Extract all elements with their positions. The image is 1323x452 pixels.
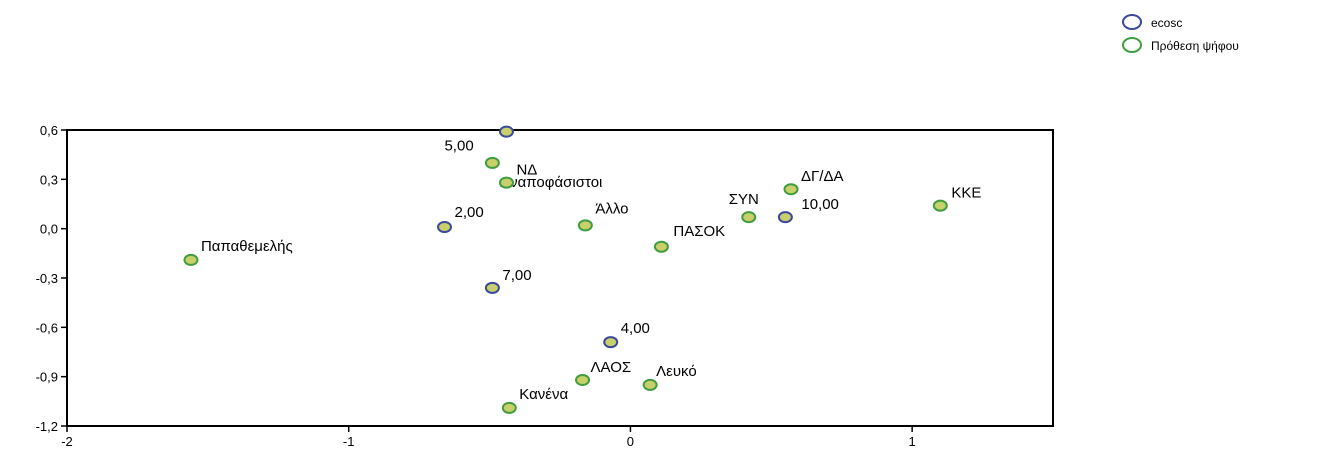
ecosc-point <box>436 221 452 234</box>
axes: 0,6 0,3 0,0 -0,3 -0,6 -0,9 -1,2-2 -1 0 1 <box>36 123 916 449</box>
point-label: ΠΑΣΟΚ <box>673 223 725 240</box>
point-label: 10,00 <box>801 196 839 213</box>
legend-label-vote-intention: Πρόθεση ψήφου <box>1151 39 1239 53</box>
legend-marker-ecosc <box>1122 14 1142 30</box>
point-label: 2,00 <box>454 204 483 221</box>
vote-point <box>501 401 517 414</box>
point-label: 4,00 <box>621 320 650 337</box>
point-label: Κανένα <box>519 386 568 403</box>
legend: ecosc Πρόθεση ψήφου <box>1122 14 1239 53</box>
point-label: ΣΥΝ <box>729 191 759 208</box>
point-label: ΚΚΕ <box>951 185 981 202</box>
vote-point <box>183 253 199 266</box>
vote-point <box>932 199 948 212</box>
point-label: ΔΓ/ΔΑ <box>801 168 843 185</box>
point-label: ΝΔ <box>516 162 537 179</box>
vote-point <box>741 211 757 224</box>
vote-point <box>498 176 514 189</box>
point-label: Λευκό <box>656 363 697 380</box>
ecosc-point <box>777 211 793 224</box>
x-tick-label: 1 <box>909 434 916 449</box>
x-tick-label: -2 <box>61 434 73 449</box>
point-label: Άλλο <box>595 200 628 217</box>
legend-label-ecosc: ecosc <box>1151 16 1182 30</box>
point-label: 5,00 <box>444 138 473 155</box>
vote-point <box>575 373 591 386</box>
vote-point <box>577 219 593 232</box>
y-tick-label: 0,3 <box>40 172 58 187</box>
legend-marker-vote-intention <box>1122 37 1142 53</box>
y-tick-label: -0,6 <box>36 320 58 335</box>
x-tick-label: -1 <box>343 434 355 449</box>
point-label: ΛΑΟΣ <box>591 359 632 376</box>
vote-point <box>783 183 799 196</box>
y-tick-label: 0,0 <box>40 222 58 237</box>
point-label: 7,00 <box>502 267 531 284</box>
ecosc-point <box>498 125 514 138</box>
y-tick-label: -1,2 <box>36 419 58 434</box>
point-label: Παπαθεμελής <box>201 238 293 255</box>
vote-point <box>484 156 500 169</box>
y-tick-label: -0,3 <box>36 271 58 286</box>
ecosc-point <box>484 281 500 294</box>
vote-point <box>653 240 669 253</box>
vote-point <box>642 378 658 391</box>
x-tick-label: 0 <box>627 434 634 449</box>
ecosc-point <box>603 336 619 349</box>
point-label: Αναποφάσιστοι <box>500 174 602 191</box>
y-tick-label: 0,6 <box>40 123 58 138</box>
y-tick-label: -0,9 <box>36 370 58 385</box>
